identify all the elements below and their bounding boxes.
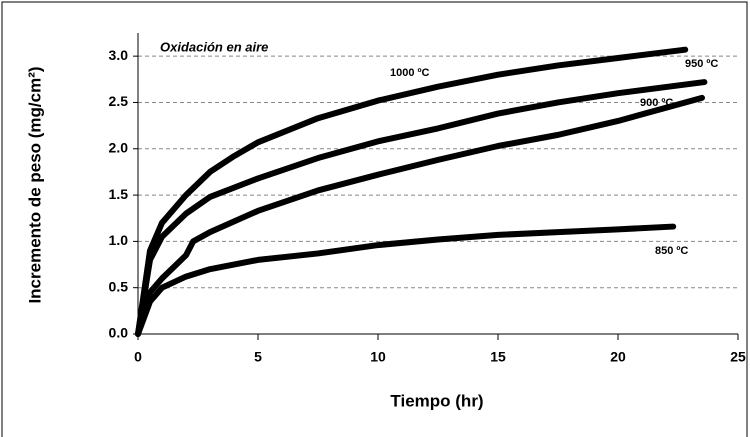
annotation: 950 ºC: [685, 58, 718, 70]
series-line: [135, 223, 677, 337]
y-axis-title: Incremento de peso (mg/cm²): [25, 66, 44, 303]
x-tick-label: 25: [730, 349, 746, 365]
series-line: [135, 94, 705, 337]
x-tick-label: 15: [490, 349, 506, 365]
annotation: 1000 ºC: [390, 67, 430, 79]
x-tick-label: 20: [610, 349, 626, 365]
y-tick-label: 1.0: [109, 232, 129, 248]
x-tick-label: 5: [254, 349, 262, 365]
y-tick-label: 0.5: [109, 278, 129, 294]
y-tick-label: 1.5: [109, 186, 129, 202]
x-tick-label: 0: [134, 349, 142, 365]
x-tick-label: 10: [370, 349, 386, 365]
y-tick-label: 0.0: [109, 325, 129, 341]
series-line: [135, 79, 708, 337]
x-axis-title: Tiempo (hr): [390, 391, 483, 410]
annotation: Oxidación en aire: [160, 39, 268, 54]
annotation: 850 ºC: [655, 245, 688, 257]
y-tick-label: 2.0: [109, 139, 129, 155]
series-line: [135, 46, 689, 337]
annotation: 900 ºC: [640, 97, 673, 109]
y-tick-label: 2.5: [109, 93, 129, 109]
y-tick-label: 3.0: [109, 47, 129, 63]
